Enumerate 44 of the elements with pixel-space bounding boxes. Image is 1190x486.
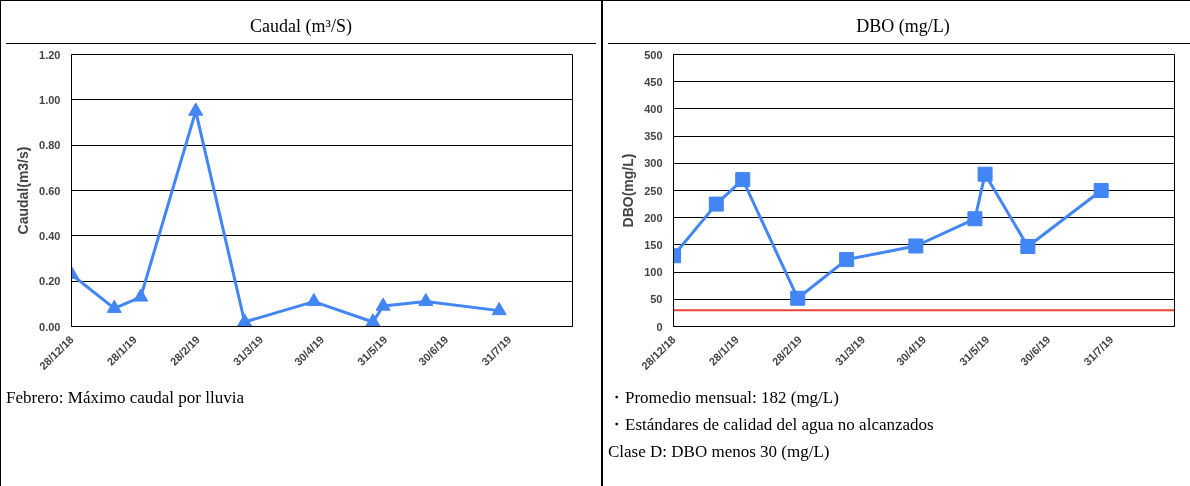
point [967, 211, 983, 227]
text: Clase D: DBO menos 30 (mg/L) [608, 442, 830, 462]
point [908, 238, 924, 254]
point [237, 313, 253, 327]
y-tick-label: 200 [644, 211, 663, 224]
point [977, 166, 993, 182]
y-tick-label: 400 [644, 102, 663, 115]
chart-title: DBO (mg/L) [856, 15, 950, 38]
text: Febrero: Máximo caudal por lluvia [6, 387, 244, 409]
y-tick-label: 300 [644, 157, 663, 170]
point [306, 292, 322, 307]
point [133, 288, 149, 302]
point [839, 252, 855, 268]
point [1020, 239, 1036, 255]
y-tick-label: 0.80 [39, 139, 61, 152]
text: ・Estándares de calidad del agua no alcanzados [608, 415, 934, 435]
y-tick-label: 50 [650, 293, 663, 306]
y-tick-label: 1.00 [39, 93, 61, 106]
point [106, 299, 122, 313]
y-tick-label: 0.60 [39, 184, 61, 197]
y-tick-label: 500 [644, 48, 663, 61]
point [491, 302, 507, 316]
point [188, 102, 204, 116]
point [375, 297, 391, 311]
y-tick-label: 0.40 [39, 229, 61, 242]
text: ・Promedio mensual: 182 (mg/L) [608, 388, 839, 407]
point [735, 172, 751, 188]
y-tick-label: 0.20 [39, 275, 61, 288]
y-tick-label: 100 [644, 266, 663, 279]
y-axis-title: DBO(mg/L) [620, 153, 637, 228]
chart-title: Caudal (m³/S) [250, 15, 352, 38]
y-tick-label: 150 [644, 238, 663, 251]
y-tick-label: 350 [644, 130, 663, 143]
y-tick-label: 0 [656, 320, 663, 333]
y-tick-label: 250 [644, 184, 663, 197]
y-axis-title: Caudal(m3/s) [15, 146, 32, 235]
point [365, 313, 381, 327]
y-tick-label: 1.20 [39, 48, 61, 61]
y-tick-label: 0.00 [39, 320, 61, 333]
y-tick-label: 450 [644, 75, 663, 88]
point [418, 292, 434, 307]
point [790, 290, 806, 306]
point [1093, 183, 1109, 198]
point [708, 196, 724, 212]
